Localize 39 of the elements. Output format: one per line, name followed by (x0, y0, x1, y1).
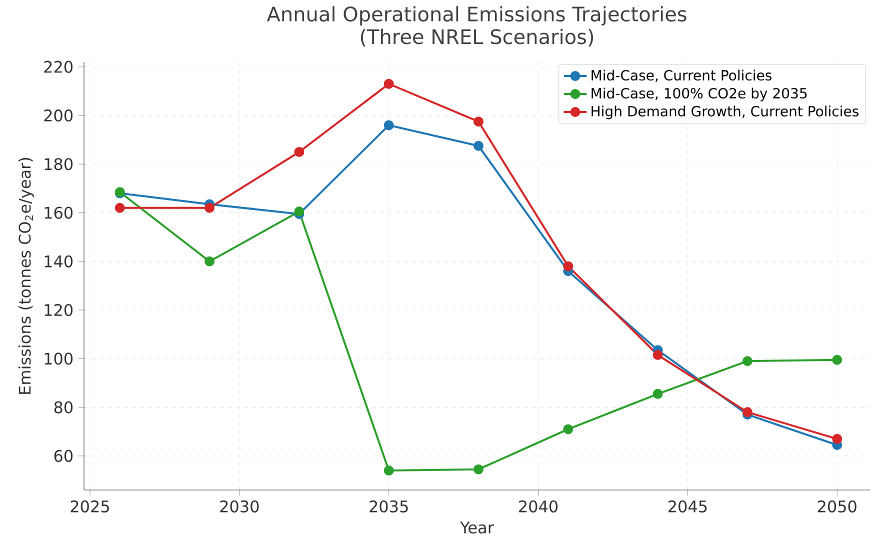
y-tick-label: 100 (44, 352, 73, 365)
y-tick-label: 140 (44, 255, 73, 268)
point (563, 261, 574, 272)
y-tick-label: 120 (44, 304, 73, 316)
x-axis-title: Year (460, 522, 494, 534)
point (473, 140, 484, 151)
legend-label: Mid-Case, Current Policies (592, 70, 772, 82)
y-tick-label: 200 (44, 109, 73, 122)
point (473, 464, 484, 474)
x-tick-label: 2035 (370, 500, 408, 512)
point (563, 424, 574, 434)
y-tick-label: 220 (44, 60, 73, 73)
point (652, 388, 663, 399)
point (294, 146, 304, 157)
point (384, 78, 394, 89)
point (114, 202, 125, 213)
legend-label: Mid-Case, 100% CO2e by 2035 (592, 88, 807, 102)
y-tick-label: 60 (54, 450, 73, 462)
chart-title: Annual Operational Emissions Trajectories (Three NREL Scenarios) (266, 6, 686, 47)
x-tick-label: 2045 (668, 500, 707, 512)
y-axis-title: Emissions (tonnes CO$_{2}$e/year) (18, 158, 34, 394)
point (742, 356, 752, 366)
x-tick-label: 2025 (70, 500, 109, 512)
point (384, 466, 394, 476)
y-tick-label: 180 (44, 158, 73, 170)
x-tick-label: 2040 (519, 500, 558, 512)
point (473, 116, 484, 127)
point (742, 407, 752, 418)
point (384, 120, 394, 130)
y-tick-label: 80 (54, 401, 73, 414)
legend-label: High Demand Growth, Current Policies (592, 106, 858, 120)
y-tick-label: 160 (44, 206, 73, 219)
point (832, 434, 842, 444)
point (204, 202, 215, 213)
x-tick-label: 2050 (818, 500, 856, 512)
point (204, 256, 215, 266)
point (832, 354, 842, 365)
x-tick-label: 2030 (220, 500, 259, 512)
point (652, 350, 663, 360)
